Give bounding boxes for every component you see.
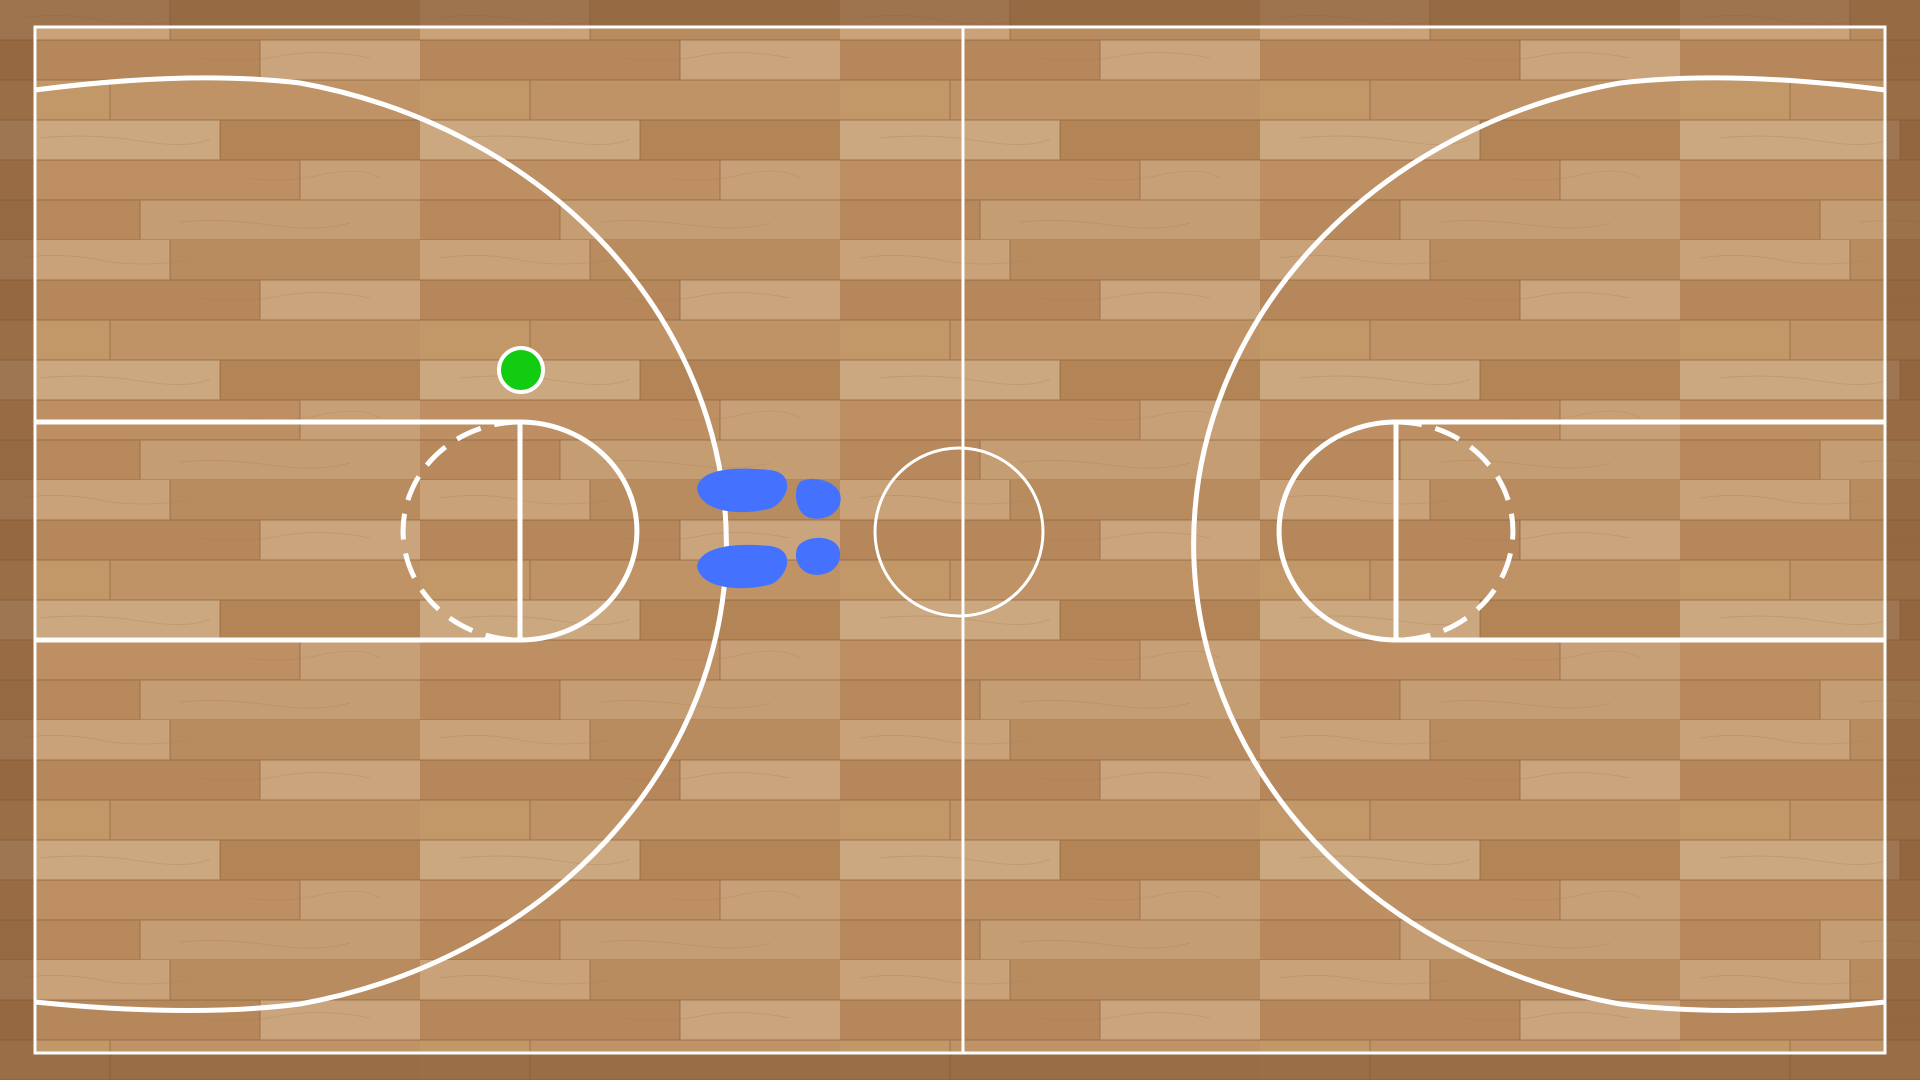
court-boundary	[33, 25, 1887, 1055]
left-three-point-arc	[34, 75, 729, 1014]
left-free-throw-arc	[519, 419, 640, 643]
green-dot-marker[interactable]	[497, 346, 545, 394]
center-circle	[873, 446, 1045, 618]
right-free-throw-arc	[1276, 419, 1397, 643]
right-lane	[1393, 419, 1885, 643]
left-half-court	[34, 75, 729, 1014]
left-free-throw-dashed-arc	[400, 419, 521, 643]
right-three-point-arc	[1191, 75, 1886, 1014]
left-lane	[35, 419, 523, 643]
footprints-icon[interactable]	[697, 468, 841, 589]
right-free-throw-dashed-arc	[1395, 419, 1516, 643]
footprint-top	[697, 468, 841, 519]
footprint-bottom	[697, 537, 841, 589]
right-half-court	[1191, 75, 1886, 1014]
